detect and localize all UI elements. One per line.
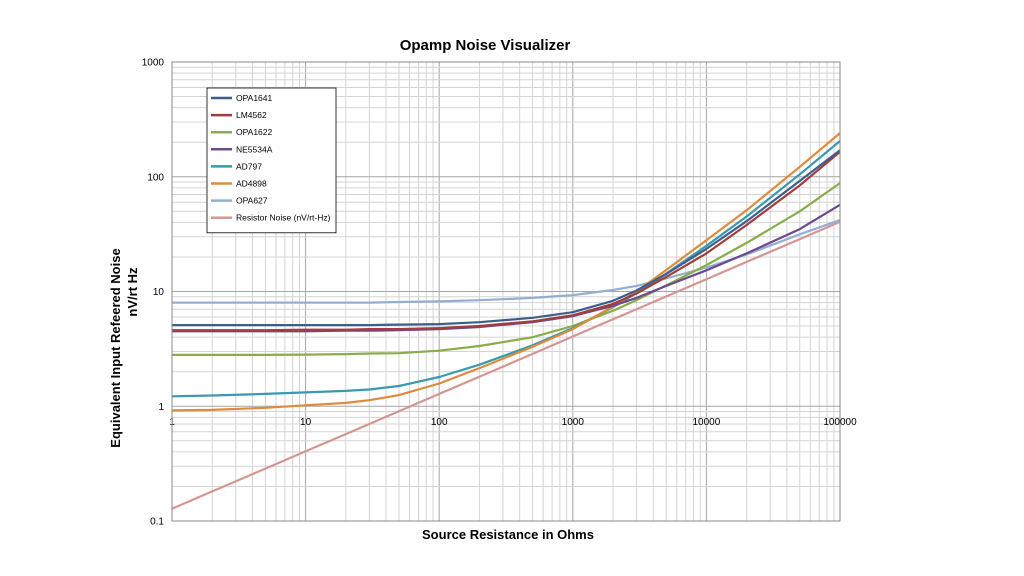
legend-label: OPA627 xyxy=(236,196,268,206)
x-tick-label: 10 xyxy=(300,417,312,428)
legend-label: OPA1641 xyxy=(236,93,273,103)
legend-label: NE5534A xyxy=(236,144,273,154)
y-tick-label: 100 xyxy=(147,172,164,183)
x-axis-label: Source Resistance in Ohms xyxy=(422,527,594,542)
legend-label: LM4562 xyxy=(236,110,267,120)
series-line xyxy=(172,149,841,327)
y-tick-label: 0.1 xyxy=(150,517,164,528)
series-line xyxy=(171,220,841,510)
legend-label: AD4898 xyxy=(236,179,267,189)
y-tick-label: 1000 xyxy=(142,58,165,69)
x-tick-label: 100 xyxy=(431,417,448,428)
legend-label: OPA1622 xyxy=(236,127,273,137)
chart-title: Opamp Noise Visualizer xyxy=(400,37,571,54)
legend-box xyxy=(206,87,337,234)
y-axis-label-line1: Equivalent Input Refeered Noise xyxy=(108,248,123,447)
series-line xyxy=(171,132,841,412)
series-line xyxy=(172,150,841,332)
y-tick-label: 10 xyxy=(153,287,165,298)
x-tick-label: 10000 xyxy=(692,417,720,428)
plot-border xyxy=(171,61,841,522)
series-line xyxy=(172,218,841,304)
series-lines xyxy=(171,132,841,510)
y-tick-label: 1 xyxy=(158,402,164,413)
series-line xyxy=(172,182,841,356)
series-line xyxy=(171,140,841,398)
y-axis-label-line2: nV/rt Hz xyxy=(125,267,140,317)
legend-label: AD797 xyxy=(236,161,262,171)
legend: OPA1641 LM4562 OPA1622 NE5534A AD797 AD4898 OP… xyxy=(206,87,337,234)
legend-label: Resistor Noise (nV/rt-Hz) xyxy=(236,213,331,223)
x-tick-label: 1000 xyxy=(562,417,585,428)
